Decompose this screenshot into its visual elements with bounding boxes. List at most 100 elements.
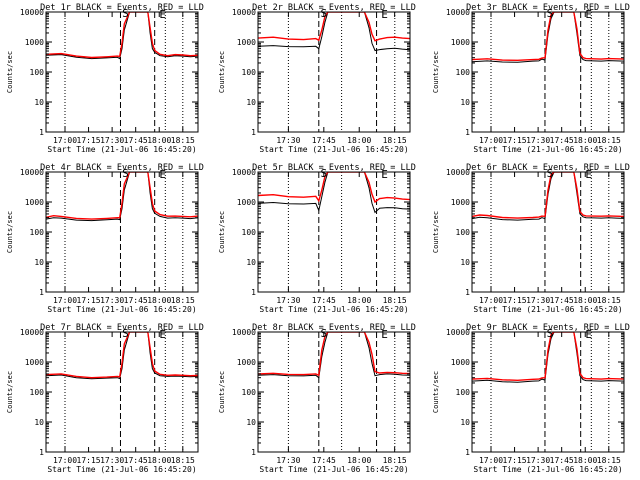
events-series-line bbox=[472, 332, 624, 383]
data-area bbox=[258, 172, 410, 214]
y-tick-label: 1 bbox=[251, 448, 256, 457]
y-tick-label: 10000 bbox=[232, 328, 256, 337]
x-tick-label: 17:15 bbox=[77, 296, 101, 305]
y-tick-label: 100 bbox=[30, 228, 45, 237]
y-tick-label: 10 bbox=[460, 418, 470, 427]
y-axis-label: Counts/sec bbox=[218, 211, 226, 253]
data-area bbox=[472, 12, 624, 63]
saa-annotation: S bbox=[547, 327, 554, 340]
detector-panel: Det 8r BLACK = Events, RED = LLDSE110100… bbox=[218, 323, 416, 474]
eclipse-annotation: E bbox=[381, 8, 388, 21]
y-tick-label: 10 bbox=[460, 258, 470, 267]
x-tick-label: 18:15 bbox=[171, 296, 195, 305]
eclipse-annotation: E bbox=[159, 328, 166, 341]
data-area bbox=[258, 332, 410, 379]
y-axis-label: Counts/sec bbox=[432, 371, 440, 413]
y-tick-label: 10000 bbox=[20, 8, 44, 17]
data-area bbox=[258, 12, 410, 52]
lld-series-line bbox=[258, 172, 410, 204]
y-tick-label: 10000 bbox=[446, 8, 470, 17]
x-tick-label: 18:00 bbox=[347, 456, 371, 465]
lld-series-line bbox=[472, 332, 624, 382]
y-tick-label: 10000 bbox=[446, 328, 470, 337]
y-tick-label: 10 bbox=[34, 98, 44, 107]
panel-title: Det 7r BLACK = Events, RED = LLD bbox=[40, 323, 204, 333]
data-area bbox=[472, 172, 624, 221]
eclipse-annotation: E bbox=[381, 168, 388, 181]
x-axis-label: Start Time (21-Jul-06 16:45:20) bbox=[473, 305, 622, 314]
y-axis-label: Counts/sec bbox=[6, 51, 14, 93]
x-tick-label: 18:00 bbox=[573, 456, 597, 465]
saa-annotation: S bbox=[122, 327, 129, 340]
y-tick-label: 1 bbox=[251, 288, 256, 297]
panel-title: Det 8r BLACK = Events, RED = LLD bbox=[252, 323, 416, 333]
x-tick-label: 17:00 bbox=[479, 296, 503, 305]
y-tick-label: 100 bbox=[30, 388, 45, 397]
y-tick-label: 100 bbox=[242, 228, 257, 237]
x-axis-label: Start Time (21-Jul-06 16:45:20) bbox=[259, 305, 408, 314]
x-tick-label: 18:00 bbox=[347, 136, 371, 145]
x-tick-label: 18:00 bbox=[147, 136, 171, 145]
x-tick-label: 17:15 bbox=[503, 456, 527, 465]
y-tick-label: 100 bbox=[242, 68, 257, 77]
lld-series-line bbox=[46, 172, 198, 220]
y-tick-label: 10000 bbox=[20, 328, 44, 337]
x-tick-label: 18:15 bbox=[597, 296, 621, 305]
eclipse-annotation: E bbox=[159, 8, 166, 21]
saa-annotation: S bbox=[547, 7, 554, 20]
y-tick-label: 100 bbox=[242, 388, 257, 397]
y-tick-label: 1 bbox=[39, 128, 44, 137]
y-tick-label: 1000 bbox=[25, 198, 44, 207]
y-tick-label: 1000 bbox=[451, 358, 470, 367]
x-tick-label: 18:15 bbox=[171, 456, 195, 465]
panel-title: Det 6r BLACK = Events, RED = LLD bbox=[466, 163, 630, 173]
x-tick-label: 17:00 bbox=[53, 136, 77, 145]
x-tick-label: 17:00 bbox=[479, 456, 503, 465]
panel-title: Det 1r BLACK = Events, RED = LLD bbox=[40, 3, 204, 13]
y-axis-label: Counts/sec bbox=[218, 51, 226, 93]
y-tick-label: 1000 bbox=[451, 198, 470, 207]
y-tick-label: 1 bbox=[251, 128, 256, 137]
x-tick-label: 17:15 bbox=[503, 296, 527, 305]
x-tick-label: 18:00 bbox=[147, 296, 171, 305]
events-series-line bbox=[46, 172, 198, 222]
y-axis-label: Counts/sec bbox=[218, 371, 226, 413]
x-axis-label: Start Time (21-Jul-06 16:45:20) bbox=[47, 145, 196, 154]
y-tick-label: 100 bbox=[456, 388, 471, 397]
x-axis-label: Start Time (21-Jul-06 16:45:20) bbox=[473, 465, 622, 474]
saa-annotation: S bbox=[122, 167, 129, 180]
panel-title: Det 9r BLACK = Events, RED = LLD bbox=[466, 323, 630, 333]
x-axis-label: Start Time (21-Jul-06 16:45:20) bbox=[259, 465, 408, 474]
x-tick-label: 18:00 bbox=[147, 456, 171, 465]
y-tick-label: 10000 bbox=[446, 168, 470, 177]
x-tick-label: 17:30 bbox=[276, 296, 300, 305]
y-tick-label: 1 bbox=[39, 448, 44, 457]
x-tick-label: 17:15 bbox=[503, 136, 527, 145]
x-tick-label: 18:00 bbox=[573, 296, 597, 305]
y-tick-label: 1 bbox=[465, 288, 470, 297]
x-tick-label: 17:30 bbox=[100, 136, 124, 145]
y-tick-label: 10000 bbox=[20, 168, 44, 177]
y-axis-label: Counts/sec bbox=[432, 51, 440, 93]
x-tick-label: 18:15 bbox=[383, 456, 407, 465]
x-tick-label: 18:15 bbox=[383, 296, 407, 305]
eclipse-annotation: E bbox=[585, 328, 592, 341]
y-tick-label: 100 bbox=[456, 228, 471, 237]
events-series-line bbox=[472, 12, 624, 63]
eclipse-annotation: E bbox=[585, 168, 592, 181]
y-tick-label: 1000 bbox=[451, 38, 470, 47]
saa-annotation: S bbox=[122, 7, 129, 20]
eclipse-annotation: E bbox=[585, 8, 592, 21]
eclipse-annotation: E bbox=[381, 328, 388, 341]
lld-series-line bbox=[46, 12, 198, 59]
eclipse-annotation: E bbox=[159, 168, 166, 181]
x-tick-label: 17:00 bbox=[479, 136, 503, 145]
x-tick-label: 18:15 bbox=[597, 136, 621, 145]
panel-title: Det 3r BLACK = Events, RED = LLD bbox=[466, 3, 630, 13]
y-tick-label: 1 bbox=[465, 128, 470, 137]
y-tick-label: 10 bbox=[246, 258, 256, 267]
